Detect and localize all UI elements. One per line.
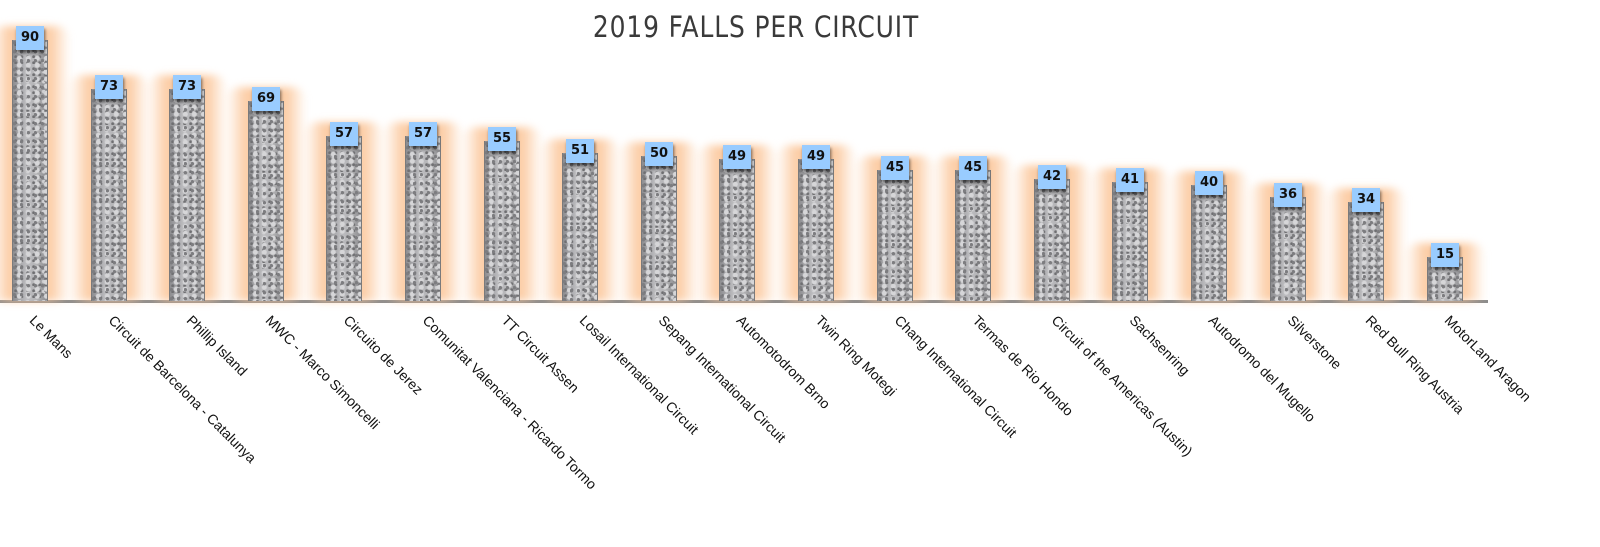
x-tick-label: Phillip Island	[183, 312, 251, 379]
data-label: 49	[723, 145, 751, 169]
bar-fill	[1034, 179, 1070, 301]
bar-fill	[405, 136, 441, 301]
bar-fill	[719, 159, 755, 301]
data-label: 90	[16, 26, 44, 50]
bar-fill	[562, 153, 598, 301]
data-label: 34	[1352, 188, 1380, 212]
bar: 90	[0, 26, 70, 301]
x-tick-label: MotorLand Aragon	[1441, 312, 1535, 405]
x-axis-line	[0, 300, 1488, 303]
bar-fill	[248, 101, 284, 301]
bar: 73	[147, 75, 227, 301]
bar: 55	[462, 127, 542, 301]
data-label: 45	[959, 156, 987, 180]
data-label: 51	[566, 139, 594, 163]
bar: 50	[619, 142, 699, 301]
bar-fill	[326, 136, 362, 301]
bar: 42	[1012, 165, 1092, 301]
x-tick-label: Circuito de Jerez	[340, 312, 427, 398]
bar-fill	[1270, 197, 1306, 301]
data-label: 57	[330, 122, 358, 146]
data-label: 49	[802, 145, 830, 169]
x-tick-label: Circuit de Barcelona - Catalunya	[105, 312, 260, 466]
bar: 49	[776, 145, 856, 301]
chart-title: 2019 FALLS PER CIRCUIT	[592, 10, 920, 44]
bar: 41	[1090, 168, 1170, 301]
bar-fill	[1348, 202, 1384, 301]
bar: 57	[304, 122, 384, 301]
data-label: 41	[1116, 168, 1144, 192]
bar: 36	[1248, 183, 1328, 301]
bar-fill	[798, 159, 834, 301]
bar-fill	[1112, 182, 1148, 301]
bar-fill	[91, 89, 127, 301]
bar: 73	[69, 75, 149, 301]
data-label: 73	[173, 75, 201, 99]
x-tick-label: Comunitat Valenciana - Ricardo Tormo	[419, 312, 601, 493]
bar: 34	[1326, 188, 1406, 301]
bar-fill	[877, 170, 913, 301]
x-tick-label: Sepang International Circuit	[655, 312, 790, 446]
x-tick-label: Silverstone	[1284, 312, 1345, 373]
x-tick-label: TT Circuit Assen	[498, 312, 583, 396]
bar: 40	[1169, 171, 1249, 301]
data-label: 40	[1195, 171, 1223, 195]
x-tick-label: Circuit of the Americas (Austin)	[1048, 312, 1196, 460]
bar-fill	[641, 156, 677, 301]
data-label: 57	[409, 122, 437, 146]
bar: 57	[383, 122, 463, 301]
bar: 51	[540, 139, 620, 301]
data-label: 15	[1431, 243, 1459, 267]
x-tick-label: Sachsenring	[1126, 312, 1194, 379]
x-tick-label: Twin Ring Motegi	[812, 312, 900, 400]
bar: 15	[1405, 243, 1485, 301]
bar-fill	[484, 141, 520, 301]
bar: 45	[855, 156, 935, 301]
data-label: 36	[1274, 183, 1302, 207]
data-label: 69	[252, 87, 280, 111]
bar-fill	[169, 89, 205, 301]
data-label: 45	[881, 156, 909, 180]
bar-fill	[955, 170, 991, 301]
bar-fill	[12, 40, 48, 301]
bar: 45	[933, 156, 1013, 301]
bar: 69	[226, 87, 306, 301]
data-label: 73	[95, 75, 123, 99]
data-label: 55	[488, 127, 516, 151]
data-label: 42	[1038, 165, 1066, 189]
x-tick-label: Le Mans	[26, 312, 76, 362]
bar-fill	[1191, 185, 1227, 301]
bar: 49	[697, 145, 777, 301]
data-label: 50	[645, 142, 673, 166]
